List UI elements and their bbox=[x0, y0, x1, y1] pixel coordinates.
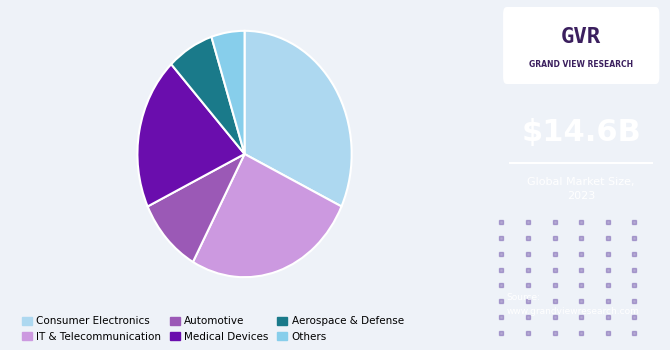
Wedge shape bbox=[212, 31, 245, 154]
Wedge shape bbox=[193, 154, 342, 277]
Text: Global Market Size,
2023: Global Market Size, 2023 bbox=[527, 177, 635, 201]
Text: GRAND VIEW RESEARCH: GRAND VIEW RESEARCH bbox=[529, 60, 633, 69]
Wedge shape bbox=[245, 31, 352, 206]
Text: Source:
www.grandviewresearch.com: Source: www.grandviewresearch.com bbox=[507, 293, 640, 316]
Wedge shape bbox=[172, 37, 245, 154]
Legend: Consumer Electronics, IT & Telecommunication, Automotive, Medical Devices, Aeros: Consumer Electronics, IT & Telecommunica… bbox=[19, 313, 407, 345]
Text: GVR: GVR bbox=[561, 27, 601, 47]
Text: $14.6B: $14.6B bbox=[521, 119, 641, 147]
FancyBboxPatch shape bbox=[503, 7, 659, 84]
Wedge shape bbox=[137, 64, 245, 206]
Wedge shape bbox=[147, 154, 245, 262]
